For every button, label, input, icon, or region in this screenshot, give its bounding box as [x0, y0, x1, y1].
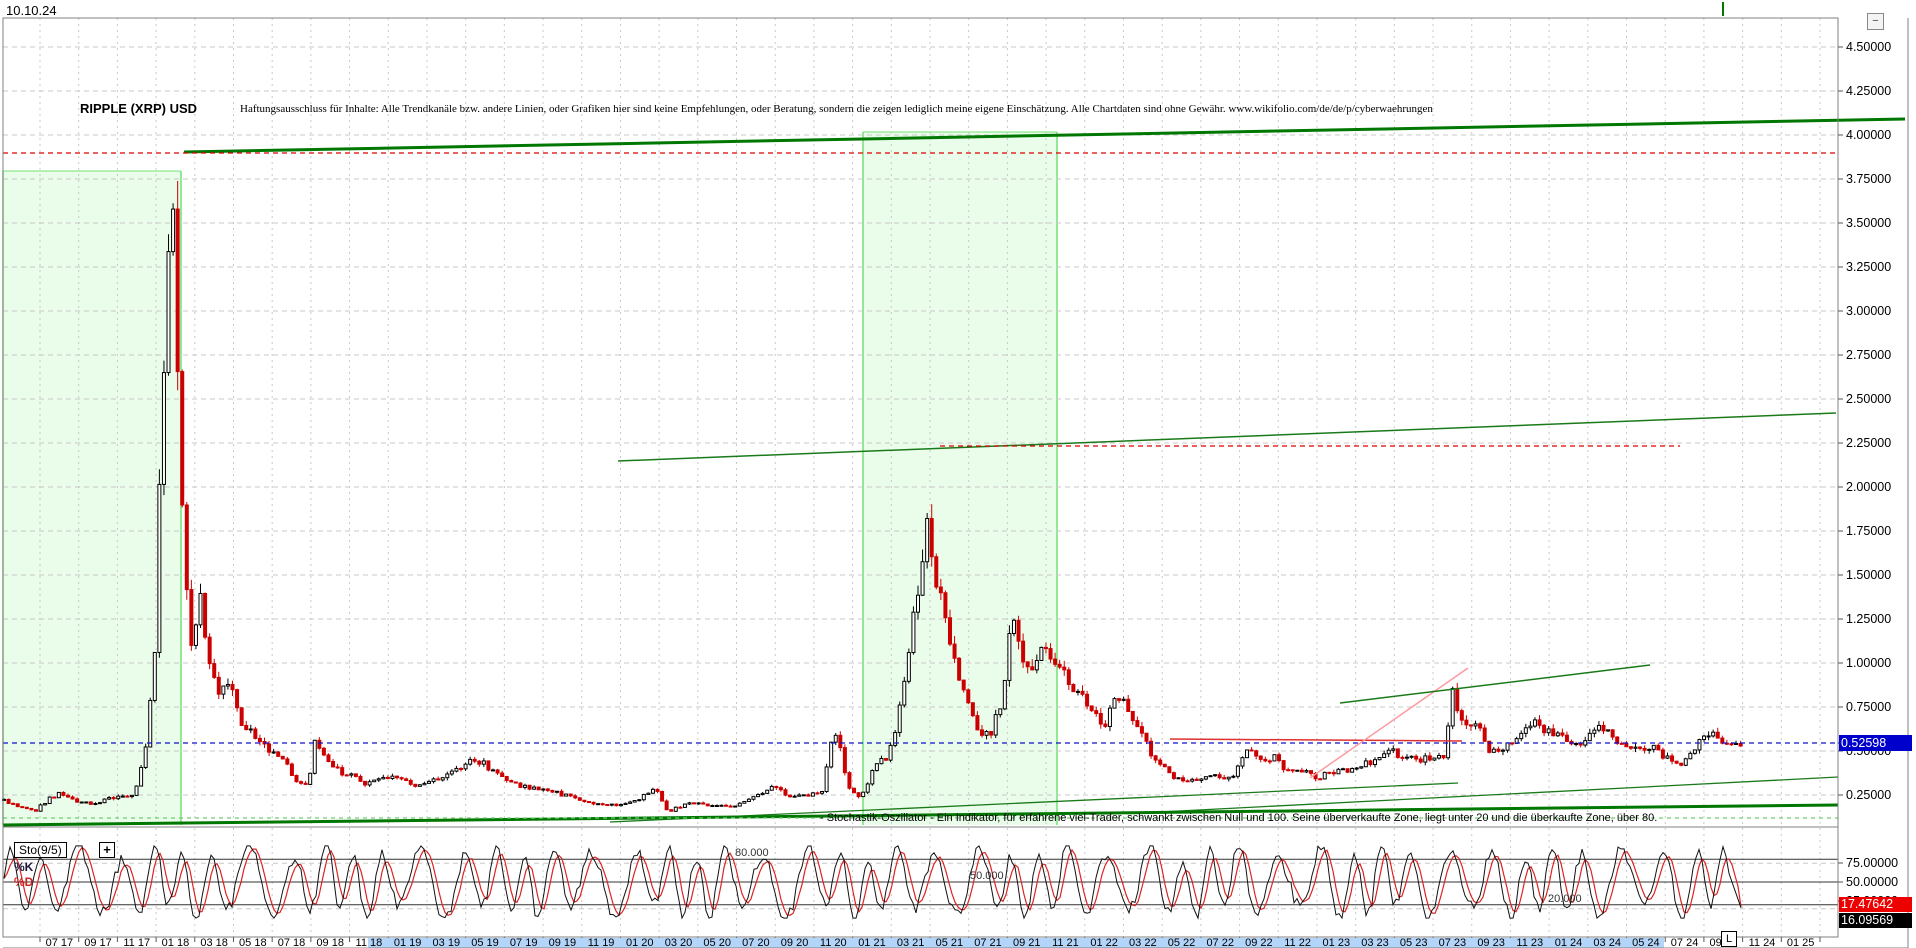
- stochastic-k-value-badge: 16.09569: [1841, 913, 1894, 927]
- price-axis-label: 3.25000: [1846, 260, 1891, 274]
- x-axis-label: 09 22: [1245, 937, 1273, 948]
- stochastic-d-label: %D: [14, 875, 34, 889]
- x-axis-label: 03 19: [433, 937, 461, 948]
- price-axis-label: 4.25000: [1846, 84, 1891, 98]
- trendline-long-support-thick-green[interactable]: [2, 803, 1839, 827]
- price-axis-label: 3.50000: [1846, 216, 1891, 230]
- stochastic-note: - Stochastik-Oszillator - Ein Indikator,…: [820, 812, 1658, 824]
- x-axis-label: 11 20: [820, 937, 847, 948]
- x-axis-label: 01 25: [1787, 937, 1815, 948]
- price-axis-label: 2.00000: [1846, 480, 1891, 494]
- x-axis-label: 01 18: [162, 937, 190, 948]
- x-axis-label: 07 23: [1439, 937, 1467, 948]
- x-axis-label: 03 22: [1129, 937, 1157, 948]
- x-axis-label: 05 22: [1168, 937, 1196, 948]
- x-axis-label: 03 23: [1361, 937, 1389, 948]
- trendline-support-thin-green-2[interactable]: [1159, 776, 1839, 813]
- trendline-rising-green-mid[interactable]: [1339, 664, 1651, 704]
- stochastic-guide-label: 20.000: [1548, 893, 1582, 905]
- x-axis-label: 01 19: [394, 937, 422, 948]
- x-axis-label: 07 17: [46, 937, 74, 948]
- trendline-resistance-red-horizontal[interactable]: [1169, 738, 1463, 742]
- x-axis-label: 07 24: [1671, 937, 1699, 948]
- price-axis-label: 4.00000: [1846, 128, 1891, 142]
- linear-scale-button[interactable]: L: [1721, 931, 1737, 947]
- stochastic-guide-label: 80.000: [735, 847, 769, 859]
- x-axis-label: 11 23: [1516, 937, 1543, 948]
- x-axis-label: 05 20: [703, 937, 731, 948]
- price-axis-label: 3.75000: [1846, 172, 1891, 186]
- x-axis-label: 11 18: [356, 937, 383, 948]
- x-axis-label: 01 21: [858, 937, 886, 948]
- price-axis-label: 2.50000: [1846, 392, 1891, 406]
- stochastic-d-value-badge: 17.47642: [1841, 897, 1894, 911]
- minimize-icon[interactable]: −: [1867, 13, 1884, 30]
- x-axis-label: 05 19: [471, 937, 499, 948]
- x-axis-label: 11 24: [1749, 937, 1776, 948]
- x-axis-label: 07 22: [1206, 937, 1234, 948]
- instrument-title: RIPPLE (XRP) USD: [80, 101, 198, 116]
- stochastic-guide-label: 50.000: [970, 870, 1004, 882]
- x-axis-label: 01 23: [1323, 937, 1351, 948]
- x-axis-label: 11 21: [1052, 937, 1079, 948]
- trendline-mid-channel-green[interactable]: [617, 412, 1837, 462]
- x-axis-label: 05 21: [936, 937, 964, 948]
- x-axis-label: 01 22: [1090, 937, 1118, 948]
- x-axis-label: 01 20: [626, 937, 654, 948]
- x-axis-label: 09 20: [781, 937, 809, 948]
- x-axis-label: 09 17: [84, 937, 112, 948]
- x-axis-label: 05 24: [1632, 937, 1660, 948]
- x-axis-label: 07 19: [510, 937, 538, 948]
- x-axis-label: 09 18: [316, 937, 344, 948]
- stochastic-axis-label: 75.00000: [1846, 856, 1898, 870]
- x-axis-label: 03 18: [200, 937, 228, 948]
- x-axis-label: 09 23: [1477, 937, 1505, 948]
- price-axis-label: 3.00000: [1846, 304, 1891, 318]
- price-axis-label: 1.00000: [1846, 656, 1891, 670]
- x-axis-label: 11 22: [1284, 937, 1311, 948]
- x-axis-label: 03 24: [1593, 937, 1621, 948]
- price-axis-label: 2.25000: [1846, 436, 1891, 450]
- disclaimer-text: Haftungsausschluss für Inhalte: Alle Tre…: [240, 103, 1433, 115]
- price-axis-label: 1.50000: [1846, 568, 1891, 582]
- x-axis-label: 07 20: [742, 937, 770, 948]
- x-axis-label: 11 17: [123, 937, 150, 948]
- price-axis-label: 1.25000: [1846, 612, 1891, 626]
- x-axis-label: 11 19: [588, 937, 615, 948]
- stochastic-axis-label: 50.00000: [1846, 875, 1898, 889]
- current-price-badge: 0.52598: [1841, 736, 1887, 750]
- price-axis-label: 0.75000: [1846, 700, 1891, 714]
- stochastic-k-label: %K: [14, 860, 34, 874]
- price-axis-label: 0.25000: [1846, 788, 1891, 802]
- trendline-upper-channel-green[interactable]: [183, 117, 1906, 154]
- as-of-date-label: 10.10.24: [6, 3, 57, 18]
- x-axis-label: 09 21: [1013, 937, 1041, 948]
- stochastic-indicator-button[interactable]: Sto(9/5): [14, 842, 67, 858]
- x-axis-label: 07 21: [974, 937, 1002, 948]
- x-axis-label: 07 18: [278, 937, 306, 948]
- add-indicator-icon[interactable]: +: [99, 842, 115, 858]
- x-axis-label: 05 23: [1400, 937, 1428, 948]
- x-axis-label: 03 20: [665, 937, 693, 948]
- x-axis-label: 01 24: [1555, 937, 1583, 948]
- x-axis-label: 05 18: [239, 937, 267, 948]
- price-axis-label: 1.75000: [1846, 524, 1891, 538]
- price-axis-label: 4.50000: [1846, 40, 1891, 54]
- trendline-pink-diagonal[interactable]: [1309, 667, 1469, 779]
- x-axis-label: 03 21: [897, 937, 925, 948]
- x-axis-label: 09 19: [549, 937, 577, 948]
- price-axis-label: 2.75000: [1846, 348, 1891, 362]
